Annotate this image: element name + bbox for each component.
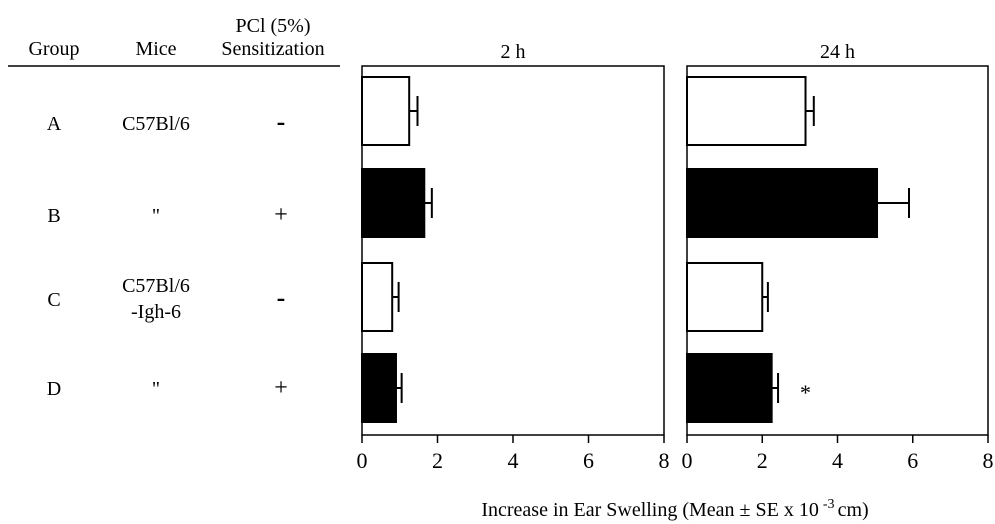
bar (361, 262, 394, 332)
row-group: B (47, 205, 60, 227)
x-tick-label: 0 (357, 448, 368, 473)
x-axis-label-main: Increase in Ear Swelling (Mean ± SE x 10 (481, 499, 819, 521)
x-tick-label: 2 (757, 448, 768, 473)
x-tick-label: 6 (907, 448, 918, 473)
bar (686, 262, 764, 332)
x-tick-label: 6 (583, 448, 594, 473)
header-sensitization-line2: Sensitization (221, 38, 324, 60)
chart-panel-24h: 24 h 0 2 4 6 8 * (682, 41, 994, 473)
header-group: Group (28, 38, 79, 60)
row-sensitization: + (274, 375, 288, 401)
header-mice: Mice (135, 38, 176, 60)
row-mice: " (152, 378, 160, 400)
row-group: A (47, 113, 62, 135)
row-sensitization: - (277, 107, 286, 136)
bar (361, 76, 411, 146)
x-tick-label: 2 (432, 448, 443, 473)
row-group: D (47, 378, 61, 400)
table-row-c: C C57Bl/6 -Igh-6 - (47, 275, 285, 323)
x-tick-label: 0 (682, 448, 693, 473)
bar (686, 353, 773, 423)
table-row-b: B " + (47, 202, 287, 228)
significance-marker: * (800, 380, 811, 405)
bar (686, 76, 807, 146)
table-row-a: A C57Bl/6 - (47, 107, 286, 136)
x-axis-label-exponent: -3 (823, 497, 835, 512)
x-tick-label: 8 (983, 448, 994, 473)
row-sensitization: + (274, 202, 288, 228)
row-mice: " (152, 205, 160, 227)
bar (361, 353, 397, 423)
x-tick-label: 4 (832, 448, 843, 473)
row-mice: C57Bl/6 (122, 113, 190, 135)
x-axis-label: Increase in Ear Swelling (Mean ± SE x 10… (481, 497, 868, 521)
chart-panel-2h: 2 h 0 2 4 6 8 (357, 41, 670, 473)
row-mice-line1: C57Bl/6 (122, 275, 190, 297)
x-tick-label: 8 (659, 448, 670, 473)
table-row-d: D " + (47, 375, 288, 401)
row-group: C (47, 289, 60, 311)
bar (361, 168, 426, 238)
panel-title: 24 h (820, 41, 855, 63)
header-sensitization-line1: PCl (5%) (236, 15, 311, 37)
x-tick-label: 4 (508, 448, 519, 473)
row-sensitization: - (277, 283, 286, 312)
bar (686, 168, 879, 238)
row-mice-line2: -Igh-6 (131, 301, 181, 323)
panel-title: 2 h (501, 41, 526, 63)
x-axis-label-unit: cm) (838, 499, 869, 521)
